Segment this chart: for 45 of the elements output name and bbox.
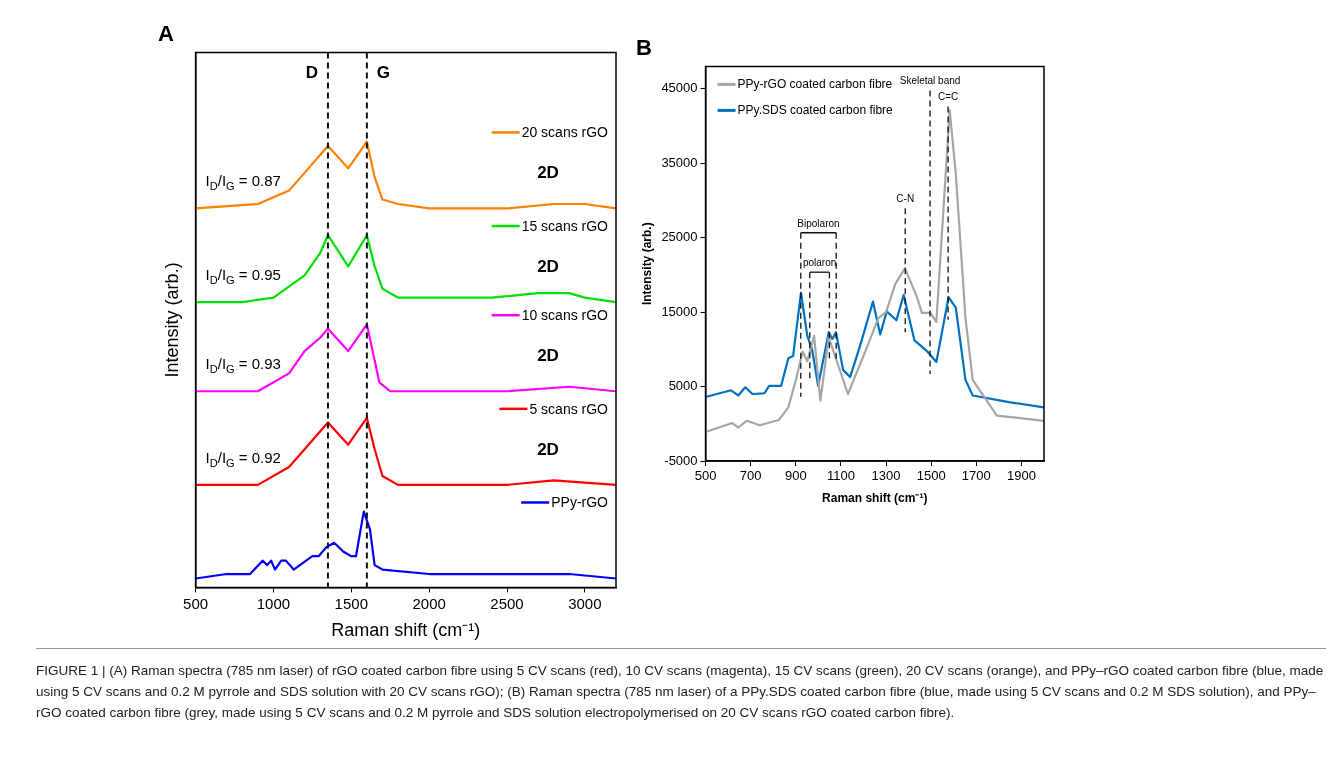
x-tick-label: 1900: [1006, 468, 1036, 484]
y-tick-label: 45000: [661, 80, 698, 96]
legend-label: 20 scans rGO: [521, 124, 609, 141]
x-tick-label: 2000: [412, 594, 446, 612]
x-axis-title: Raman shift (cm⁻¹): [822, 491, 928, 506]
x-tick-label: 900: [784, 468, 807, 484]
x-tick-label: 1700: [961, 468, 991, 484]
x-tick-label: 1500: [334, 594, 368, 612]
y-tick-label: 35000: [661, 154, 698, 170]
y-tick-label: 25000: [661, 229, 698, 245]
legend-label: PPy-rGO coated carbon fibre: [737, 77, 893, 92]
x-axis-title: Raman shift (cm⁻¹): [331, 620, 481, 641]
x-tick-label: 1500: [916, 468, 946, 484]
ref-line-label: G: [376, 63, 391, 83]
ref-line-label: C=C: [937, 91, 959, 103]
annotation: Bipolaron: [797, 217, 840, 229]
annotation: 2D: [537, 439, 559, 459]
x-tick-label: 500: [694, 468, 717, 484]
y-tick-label: 5000: [668, 378, 698, 394]
legend-label: 5 scans rGO: [529, 400, 609, 417]
x-tick-label: 700: [739, 468, 762, 484]
ref-line-label: D: [305, 63, 318, 83]
annotation: 2D: [537, 346, 559, 366]
x-tick-label: 1300: [871, 468, 901, 484]
annotation: polaron: [802, 257, 837, 269]
chart-title: A: [158, 21, 174, 47]
legend-label: 10 scans rGO: [521, 307, 609, 324]
x-tick-label: 500: [183, 594, 209, 612]
y-axis-title: Intensity (arb.): [161, 262, 182, 378]
legend-label: 15 scans rGO: [521, 218, 609, 235]
x-tick-label: 1100: [826, 468, 855, 484]
caption: FIGURE 1 | (A) Raman spectra (785 nm laser) of rGO coated carbon fibre using 5 CV scans (red), 10 CV scans (magenta), 15 CV scans (green), 20 CV scans (orange), and PPy–rGO coated carbon fibre (blue, made using 5 CV scans and 0.2 M pyrrole and SDS solution with 20 CV scans rGO); (B) Raman spectra (785 nm laser) of a PPy.SDS coated carbon fibre (blue, made using 5 CV scans and 0.2 M SDS solution), and PPy–rGO coated carbon fibre (grey, made using 5 CV scans and 0.2 M pyrrole and SDS solution electropolymerised on 20 CV scans rGO coated carbon fibre).: [36, 662, 1325, 722]
x-tick-label: 1000: [256, 594, 291, 612]
annotation: 2D: [537, 163, 559, 183]
legend-label: PPy.SDS coated carbon fibre: [737, 103, 894, 118]
annotation: 2D: [537, 257, 559, 277]
legend-label: PPy-rGO: [551, 494, 609, 511]
y-tick-label: -5000: [664, 452, 698, 468]
x-tick-label: 2500: [490, 594, 524, 612]
x-tick-label: 3000: [568, 594, 602, 612]
y-tick-label: 15000: [661, 303, 698, 319]
ref-line-label: Skeletal band: [899, 75, 961, 87]
ref-line-label: C-N: [896, 193, 915, 205]
y-axis-title: Intensity (arb.): [639, 222, 654, 306]
chart-title: B: [636, 35, 652, 61]
